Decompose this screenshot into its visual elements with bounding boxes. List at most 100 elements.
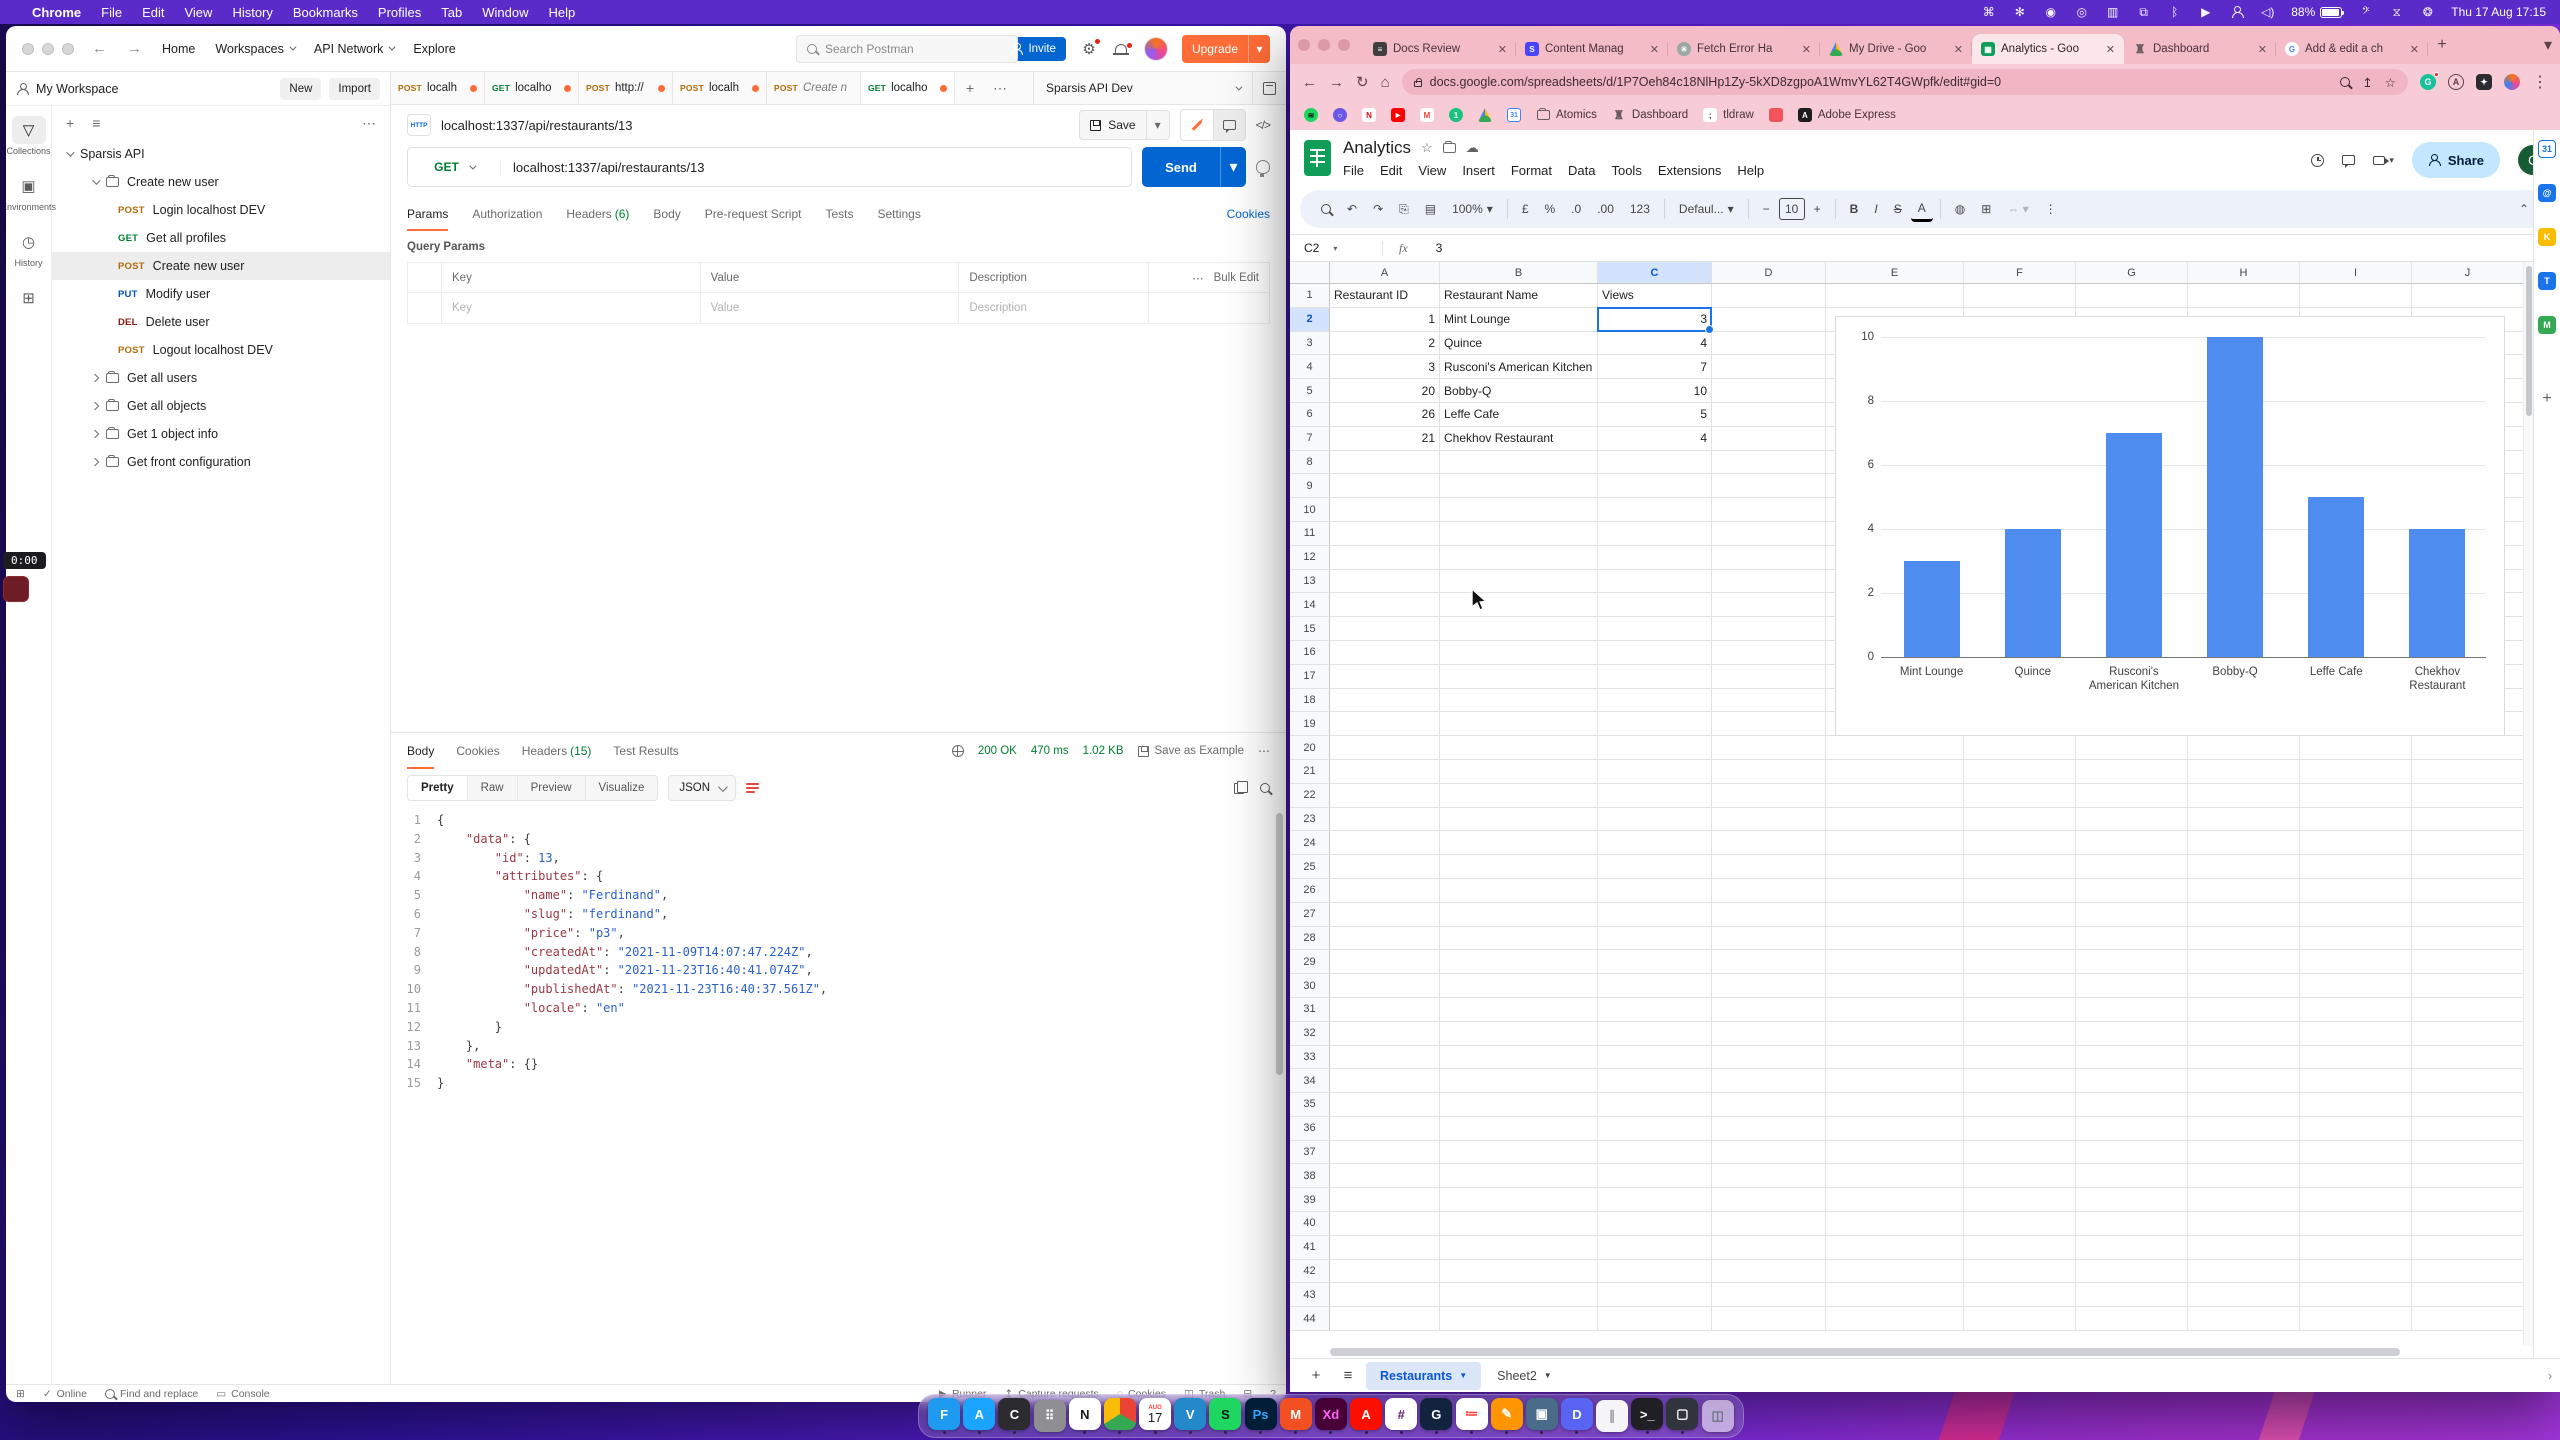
- cell-C19[interactable]: [1598, 712, 1712, 737]
- cell-A25[interactable]: [1330, 855, 1440, 879]
- cell-H38[interactable]: [2188, 1164, 2300, 1189]
- collection-item[interactable]: Get 1 object info: [52, 420, 390, 448]
- tab-headers[interactable]: Headers (6): [566, 197, 629, 231]
- settings-flower-icon[interactable]: ✻: [2014, 5, 2025, 19]
- cell-F24[interactable]: [1964, 831, 2076, 856]
- menu-profiles[interactable]: Profiles: [377, 4, 422, 20]
- find-and-replace-button[interactable]: Find and replace: [104, 1388, 198, 1400]
- dock-item-app-store[interactable]: A: [963, 1398, 996, 1434]
- bookmark-netflix[interactable]: N: [1362, 108, 1376, 122]
- cell-A18[interactable]: [1330, 688, 1440, 713]
- row-header-4[interactable]: 4: [1290, 355, 1330, 380]
- move-folder-icon[interactable]: [1442, 140, 1456, 156]
- cell-I31[interactable]: [2300, 997, 2412, 1022]
- cell-I38[interactable]: [2300, 1164, 2412, 1189]
- cell-F37[interactable]: [1964, 1140, 2076, 1165]
- cell-G37[interactable]: [2076, 1140, 2188, 1165]
- cell-D44[interactable]: [1712, 1307, 1826, 1332]
- cell-H23[interactable]: [2188, 807, 2300, 832]
- cell-J25[interactable]: [2412, 855, 2524, 879]
- redo-icon[interactable]: ↷: [1373, 202, 1384, 216]
- docker-icon[interactable]: ◉: [2045, 5, 2056, 19]
- cell-C15[interactable]: [1598, 617, 1712, 641]
- row-header-21[interactable]: 21: [1290, 759, 1330, 784]
- cell-D30[interactable]: [1712, 974, 1826, 998]
- row-header-42[interactable]: 42: [1290, 1259, 1330, 1284]
- cell-D37[interactable]: [1712, 1140, 1826, 1165]
- cell-F20[interactable]: [1964, 736, 2076, 760]
- cell-G25[interactable]: [2076, 855, 2188, 879]
- response-tab-test-results[interactable]: Test Results: [613, 733, 678, 769]
- cell-A34[interactable]: [1330, 1069, 1440, 1094]
- cell-G1[interactable]: [2076, 284, 2188, 308]
- cell-H22[interactable]: [2188, 783, 2300, 808]
- cell-J1[interactable]: [2412, 284, 2524, 308]
- tab-tests[interactable]: Tests: [825, 197, 853, 231]
- row-header-1[interactable]: 1: [1290, 284, 1330, 308]
- cell-C42[interactable]: [1598, 1259, 1712, 1284]
- cell-D12[interactable]: [1712, 545, 1826, 570]
- cell-I24[interactable]: [2300, 831, 2412, 856]
- cell-I43[interactable]: [2300, 1283, 2412, 1308]
- save-dropdown[interactable]: ▾: [1145, 111, 1169, 139]
- cell-B38[interactable]: [1440, 1164, 1598, 1189]
- cell-D33[interactable]: [1712, 1045, 1826, 1070]
- window-controls[interactable]: [1298, 39, 1350, 51]
- cell-F27[interactable]: [1964, 902, 2076, 927]
- menu-tab[interactable]: Tab: [441, 4, 463, 20]
- cell-E28[interactable]: [1826, 926, 1964, 951]
- menu-history[interactable]: History: [232, 4, 273, 20]
- cell-B34[interactable]: [1440, 1069, 1598, 1094]
- menu-edit[interactable]: Edit: [142, 4, 165, 20]
- dock-item-vscode[interactable]: V: [1174, 1398, 1207, 1434]
- font-selector[interactable]: Defaul... ▾: [1678, 202, 1734, 216]
- cell-I22[interactable]: [2300, 783, 2412, 808]
- row-header-14[interactable]: 14: [1290, 593, 1330, 618]
- bookmark-adobe-express[interactable]: A Adobe Express: [1797, 108, 1896, 122]
- column-header-D[interactable]: D: [1712, 262, 1826, 283]
- rail-item-history[interactable]: ◷ History: [12, 228, 46, 268]
- cell-A30[interactable]: [1330, 974, 1440, 998]
- cell-E44[interactable]: [1826, 1307, 1964, 1332]
- cell-I20[interactable]: [2300, 736, 2412, 760]
- cell-C26[interactable]: [1598, 878, 1712, 903]
- cell-J43[interactable]: [2412, 1283, 2524, 1308]
- toolbar-more-icon[interactable]: ⋮: [2044, 202, 2057, 216]
- cell-G35[interactable]: [2076, 1093, 2188, 1117]
- bookmark-redblock[interactable]: [1768, 108, 1783, 122]
- more-options-icon[interactable]: ⋯: [1192, 272, 1204, 285]
- row-header-7[interactable]: 7: [1290, 426, 1330, 451]
- send-dropdown[interactable]: ▾: [1220, 147, 1246, 187]
- grid-corner[interactable]: [1290, 262, 1330, 283]
- cell-G27[interactable]: [2076, 902, 2188, 927]
- sheets-menu-edit[interactable]: Edit: [1379, 163, 1403, 178]
- collapse-toolbar-icon[interactable]: ⌃: [2518, 202, 2529, 216]
- cell-G21[interactable]: [2076, 759, 2188, 784]
- close-tab-icon[interactable]: ✕: [2257, 43, 2267, 56]
- nav-explore[interactable]: Explore: [413, 41, 456, 56]
- send-button[interactable]: Send ▾: [1142, 147, 1246, 187]
- zoom-icon[interactable]: [2340, 77, 2351, 87]
- row-header-38[interactable]: 38: [1290, 1164, 1330, 1189]
- chart-bar[interactable]: [2308, 497, 2365, 657]
- window-controls[interactable]: [22, 42, 74, 55]
- cell-C18[interactable]: [1598, 688, 1712, 713]
- cell-C22[interactable]: [1598, 783, 1712, 808]
- text-color-button[interactable]: A: [1910, 196, 1933, 222]
- upgrade-button[interactable]: Upgrade ▾: [1181, 34, 1270, 63]
- cell-F43[interactable]: [1964, 1283, 2076, 1308]
- cell-G44[interactable]: [2076, 1307, 2188, 1332]
- embedded-bar-chart[interactable]: 0 2 4 6 8 10 Mint Lounge Quince Rusconi's Americ…: [1835, 316, 2505, 736]
- side-panel-keep-icon[interactable]: K: [2538, 228, 2556, 246]
- dock-item-discord[interactable]: D: [1560, 1398, 1593, 1434]
- cell-H21[interactable]: [2188, 759, 2300, 784]
- cell-D34[interactable]: [1712, 1069, 1826, 1094]
- cell-C12[interactable]: [1598, 545, 1712, 570]
- sheets-menu-view[interactable]: View: [1418, 163, 1447, 178]
- cell-A40[interactable]: [1330, 1212, 1440, 1236]
- more-options-icon[interactable]: ⋯: [1258, 744, 1270, 758]
- cell-A36[interactable]: [1330, 1116, 1440, 1141]
- cell-A15[interactable]: [1330, 617, 1440, 641]
- dock-item-calendar[interactable]: AUG 17: [1139, 1398, 1172, 1434]
- cell-G38[interactable]: [2076, 1164, 2188, 1189]
